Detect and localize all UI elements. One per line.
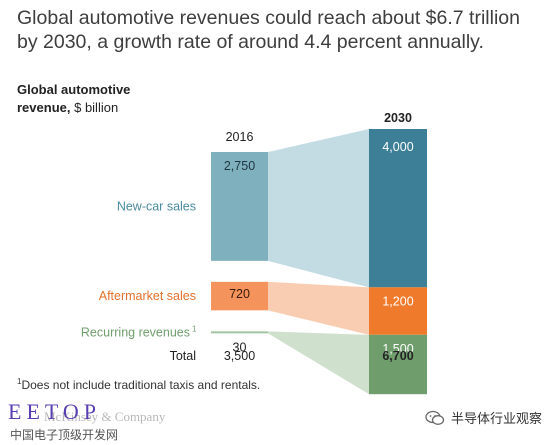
bar-2030-recurring-revenues [369, 334, 427, 395]
footnote: 1Does not include traditional taxis and … [17, 377, 260, 392]
footnote-mark: 1 [17, 377, 22, 386]
flow-new-car-sales [268, 129, 369, 288]
chart-subtitle: Global automotive revenue, $ billion [17, 81, 130, 117]
eetop-tagline: 中国电子顶级开发网 [10, 428, 119, 442]
total-label: Total [170, 349, 196, 363]
year-label-2030: 2030 [384, 111, 412, 125]
value-2016-new-car: 2,750 [224, 159, 255, 173]
wechat-icon [425, 410, 445, 426]
mckinsey-watermark: McKinsey & Company [44, 409, 166, 424]
wechat-label: 半导体行业观察 [450, 411, 542, 426]
bar-2016-aftermarket-sales [211, 281, 268, 311]
footnote-text: Does not include traditional taxis and r… [21, 378, 261, 392]
value-2016-aftermarket: 720 [229, 287, 250, 301]
value-2030-aftermarket: 1,200 [382, 294, 413, 308]
subtitle-bold-1: Global automotive [17, 82, 131, 97]
series-label-aftermarket-sales: Aftermarket sales [99, 289, 196, 303]
value-2030-new-car: 4,000 [382, 140, 413, 154]
title-line-2: by 2030, a growth rate of around 4.4 per… [17, 31, 484, 53]
bar-2030-aftermarket-sales [369, 287, 427, 335]
value-2016-recurring: 30 [233, 340, 247, 354]
title-line-1: Global automotive revenues could reach a… [17, 7, 520, 29]
series-label-new-car-sales: New-car sales [117, 199, 196, 213]
flow-aftermarket-sales [268, 281, 369, 335]
bar-2030-new-car-sales [369, 129, 427, 288]
total-2016: 3,500 [224, 349, 255, 363]
wechat-badge: 半导体行业观察 [425, 408, 542, 427]
chart-title: Global automotive revenues could reach a… [17, 6, 547, 54]
bar-2016-new-car-sales [211, 152, 268, 261]
series-label-recurring-revenues: Recurring revenues [81, 325, 190, 339]
subtitle-unit: $ billion [70, 100, 119, 115]
flow-recurring-revenues [268, 331, 369, 395]
year-label-2016: 2016 [226, 130, 254, 144]
subtitle-bold-2: revenue, [17, 100, 71, 115]
total-2030: 6,700 [382, 349, 413, 363]
value-2030-recurring: 1,500 [382, 342, 413, 356]
series-label-superscript: 1 [192, 324, 197, 333]
eetop-logo: EETOP [8, 399, 102, 424]
